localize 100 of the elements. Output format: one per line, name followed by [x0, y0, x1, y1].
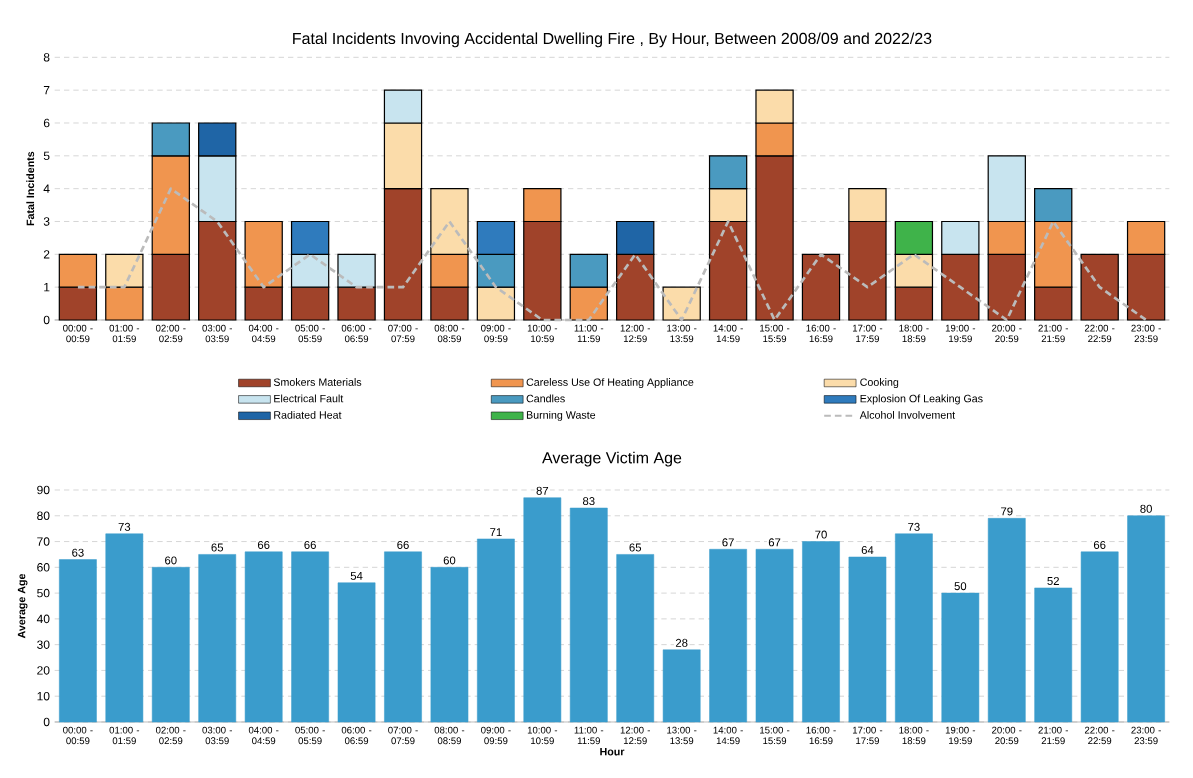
y-tick-label: 4 — [43, 184, 50, 193]
bar — [662, 286, 701, 321]
x-tick-label: 08:00 - 08:59 — [434, 726, 465, 745]
x-tick-label: 05:00 - 05:59 — [295, 324, 325, 343]
legend-label: Smokers Materials — [273, 378, 362, 386]
x-tick-label: 02:00 - 02:59 — [155, 726, 186, 745]
bar — [801, 253, 841, 321]
x-tick-label: 20:00 - 20:59 — [992, 324, 1022, 343]
x-tick-label: 19:00 - 19:59 — [945, 324, 976, 343]
bar — [987, 518, 1026, 723]
data-label: 52 — [1047, 577, 1059, 586]
data-label: 50 — [954, 582, 967, 591]
y-tick-label: 10 — [37, 691, 50, 701]
y-tick-label: 80 — [37, 511, 50, 521]
y-tick-label: 0 — [43, 315, 50, 325]
data-label: 66 — [397, 540, 409, 549]
x-tick-label: 01:00 - 01:59 — [109, 726, 140, 745]
bar — [616, 554, 655, 723]
data-label: 65 — [211, 543, 224, 552]
data-label: 67 — [768, 538, 781, 547]
data-label: 60 — [443, 556, 456, 565]
legend-label: Alcohol Involvement — [859, 410, 956, 419]
x-tick-label: 18:00 - 18:59 — [899, 324, 929, 343]
x-tick-label: 14:00 - 14:59 — [713, 324, 743, 343]
x-tick-label: 05:00 - 05:59 — [295, 726, 325, 745]
bar — [59, 559, 97, 723]
legend-label: Explosion Of Leaking Gas — [860, 394, 983, 405]
x-tick-label: 12:00 - 12:59 — [620, 324, 650, 343]
legend-label: Burning Waste — [526, 410, 596, 421]
bar — [802, 541, 840, 723]
bar — [755, 549, 794, 723]
x-tick-label: 23:00 - 23:59 — [1131, 324, 1161, 343]
x-tick-label: 13:00 - 13:59 — [667, 726, 697, 745]
x-tick-label: 16:00 - 16:59 — [806, 726, 836, 745]
y-tick-label: 6 — [43, 118, 50, 128]
x-tick-label: 13:00 - 13:59 — [667, 324, 697, 343]
data-label: 71 — [490, 528, 502, 537]
data-label: 65 — [629, 543, 642, 552]
x-tick-label: 22:00 - 22:59 — [1084, 324, 1115, 343]
data-label: 83 — [582, 497, 595, 506]
x-tick-label: 02:00 - 02:59 — [155, 324, 186, 343]
bar — [291, 551, 329, 723]
bar — [151, 567, 190, 723]
x-tick-label: 07:00 - 07:59 — [388, 726, 418, 745]
x-tick-label: 10:00 - 10:59 — [527, 726, 558, 745]
x-tick-label: 07:00 - 07:59 — [388, 324, 418, 343]
x-tick-label: 04:00 - 04:59 — [248, 324, 279, 343]
y-tick-label: 60 — [37, 563, 50, 572]
x-tick-label: 17:00 - 17:59 — [852, 324, 883, 343]
y-tick-label: 8 — [43, 53, 50, 62]
bar — [430, 567, 469, 723]
x-tick-label: 19:00 - 19:59 — [945, 726, 976, 745]
x-tick-label: 15:00 - 15:59 — [760, 726, 790, 745]
x-tick-label: 18:00 - 18:59 — [899, 726, 929, 745]
bar — [384, 551, 422, 723]
y-tick-label: 2 — [43, 250, 50, 259]
x-tick-label: 11:00 - 11:59 — [574, 726, 604, 745]
x-tick-label: 06:00 - 06:59 — [341, 324, 372, 343]
chart-title: Fatal Incidents Invoving Accidental Dwelling Fire , By Hour, Between 2008/09 and 2022/23 — [293, 32, 932, 48]
x-tick-label: 14:00 - 14:59 — [713, 726, 743, 745]
y-tick-label: 0 — [43, 717, 50, 727]
bar — [569, 507, 608, 723]
x-tick-label: 12:00 - 12:59 — [620, 726, 650, 745]
y-tick-label: 20 — [37, 666, 50, 675]
legend-label: Candles — [526, 394, 565, 403]
x-tick-label: 10:00 - 10:59 — [527, 324, 558, 343]
data-label: 73 — [118, 522, 131, 531]
x-tick-label: 11:00 - 11:59 — [574, 324, 604, 343]
bar — [477, 538, 515, 723]
bar — [709, 549, 747, 723]
data-label: 67 — [722, 538, 734, 547]
data-label: 73 — [908, 522, 920, 531]
bar — [1080, 551, 1119, 723]
y-tick-label: 7 — [43, 86, 50, 95]
bar — [895, 533, 933, 723]
data-label: 87 — [536, 486, 549, 495]
legend-label: Radiated Heat — [274, 410, 342, 419]
x-tick-label: 21:00 - 21:59 — [1038, 726, 1068, 745]
data-label: 79 — [1001, 507, 1013, 516]
x-tick-label: 09:00 - 09:59 — [481, 324, 511, 343]
bar — [105, 533, 144, 723]
y-tick-label: 3 — [43, 217, 50, 226]
bar — [941, 592, 980, 723]
y-tick-label: 50 — [37, 588, 50, 598]
x-axis-title: Hour — [600, 747, 625, 756]
x-tick-label: 04:00 - 04:59 — [248, 726, 279, 745]
y-tick-label: 1 — [44, 283, 50, 292]
x-tick-label: 21:00 - 21:59 — [1038, 324, 1068, 343]
x-tick-label: 01:00 - 01:59 — [109, 324, 140, 343]
legend-label: Cooking — [860, 378, 899, 389]
legend-label: Careless Use Of Heating Appliance — [526, 378, 694, 389]
data-label: 28 — [675, 638, 688, 647]
y-tick-label: 5 — [43, 151, 50, 161]
data-label: 64 — [861, 546, 874, 555]
data-label: 70 — [815, 530, 827, 539]
y-tick-label: 40 — [36, 614, 50, 624]
y-tick-label: 90 — [37, 485, 50, 495]
y-tick-label: 30 — [37, 640, 50, 649]
y-tick-label: 70 — [37, 537, 50, 546]
data-label: 66 — [304, 540, 316, 549]
